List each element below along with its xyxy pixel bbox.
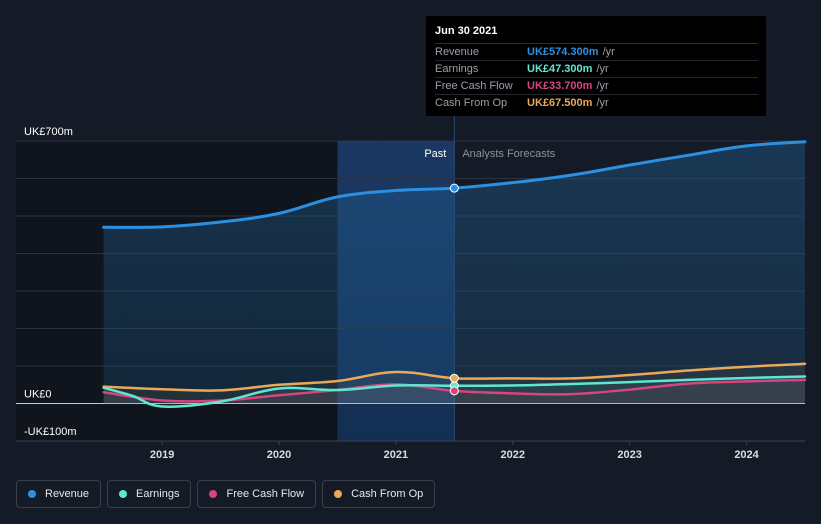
y-tick-label: UK£0 [24, 389, 52, 401]
tooltip-row-value: UK£33.700m [527, 80, 593, 92]
legend-label: Cash From Op [351, 488, 424, 500]
legend-label: Revenue [45, 488, 90, 500]
tooltip-row-name: Free Cash Flow [435, 80, 513, 92]
x-tick-label: 2020 [267, 449, 291, 461]
tooltip-row-value: UK£47.300m [527, 63, 593, 75]
tooltip: Jun 30 2021 Revenue UK£574.300m /yr Earn… [426, 16, 766, 116]
x-tick-label: 2019 [150, 449, 174, 461]
free-cash-flow-marker [449, 386, 459, 396]
legend-item-free-cash-flow[interactable]: Free Cash Flow [197, 480, 317, 508]
tooltip-row-revenue: Revenue UK£574.300m /yr [435, 44, 758, 61]
tooltip-row-cash-from-op: Cash From Op UK£67.500m /yr [435, 95, 758, 111]
tooltip-row-name: Revenue [435, 46, 480, 58]
legend: Revenue Earnings Free Cash Flow Cash Fro… [16, 480, 436, 508]
past-label: Past [424, 148, 446, 160]
y-tick-label: -UK£100m [24, 426, 77, 438]
legend-item-cash-from-op[interactable]: Cash From Op [322, 480, 436, 508]
tooltip-row-earnings: Earnings UK£47.300m /yr [435, 61, 758, 78]
x-tick-label: 2022 [501, 449, 525, 461]
x-tick-label: 2023 [617, 449, 641, 461]
chart-area: UK£700m UK£0 -UK£100m 2019 2020 2021 2022 2023 2… [16, 16, 807, 461]
legend-item-earnings[interactable]: Earnings [107, 480, 192, 508]
tooltip-row-free-cash-flow: Free Cash Flow UK£33.700m /yr [435, 78, 758, 95]
cash-from-op-marker [449, 373, 459, 383]
legend-label: Earnings [136, 488, 180, 500]
x-tick-label: 2021 [384, 449, 408, 461]
tooltip-row-unit: /yr [596, 80, 609, 92]
tooltip-row-unit: /yr [596, 97, 609, 109]
legend-dot-icon [334, 490, 343, 498]
revenue-area [103, 141, 805, 404]
legend-dot-icon [209, 490, 218, 498]
tooltip-row-value: UK£67.500m [527, 97, 593, 109]
revenue-marker [449, 183, 459, 193]
tooltip-date: Jun 30 2021 [435, 25, 758, 44]
forecast-label: Analysts Forecasts [462, 148, 555, 160]
tooltip-row-name: Earnings [435, 63, 479, 75]
legend-dot-icon [28, 490, 36, 498]
tooltip-row-unit: /yr [596, 63, 609, 75]
x-tick-label: 2024 [734, 449, 759, 461]
tooltip-row-value: UK£574.300m [527, 46, 599, 58]
earnings-line [102, 375, 807, 408]
y-tick-label: UK£700m [24, 126, 73, 138]
tooltip-row-name: Cash From Op [435, 97, 508, 109]
legend-item-revenue[interactable]: Revenue [16, 480, 102, 508]
tooltip-row-unit: /yr [602, 46, 615, 58]
legend-label: Free Cash Flow [226, 488, 305, 500]
legend-dot-icon [119, 490, 128, 498]
